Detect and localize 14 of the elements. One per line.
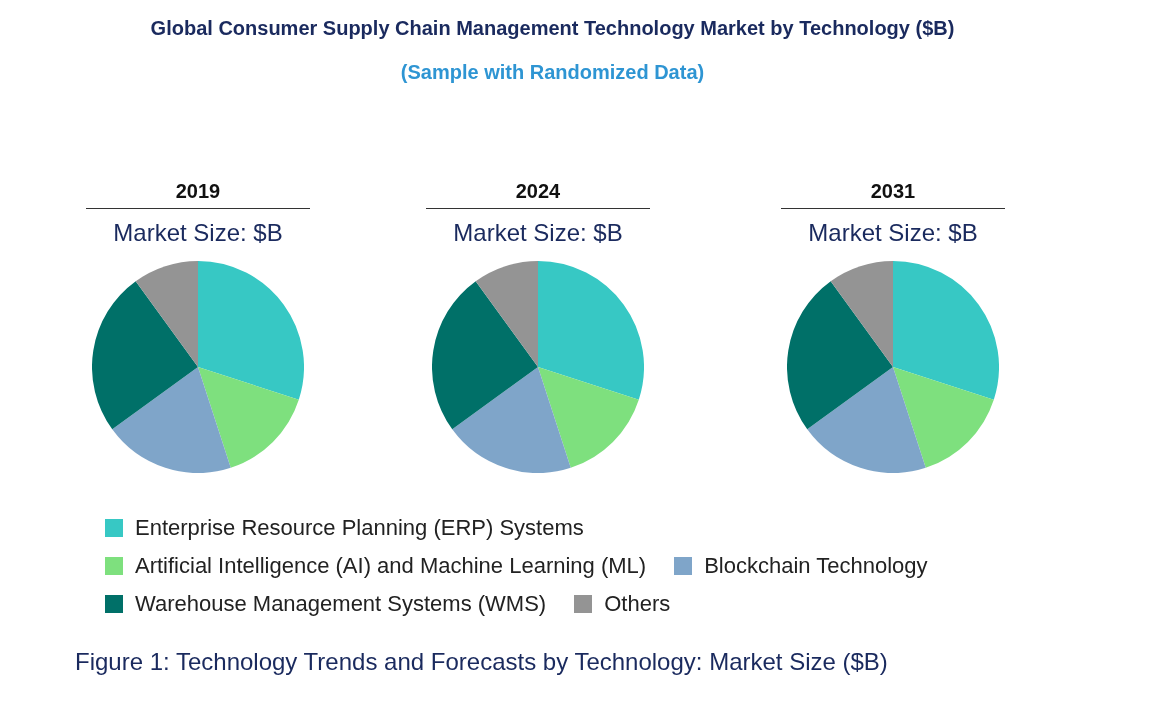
- chart-title: 2019: [86, 180, 310, 209]
- chart-subtitle: Market Size: $B: [452, 219, 624, 247]
- legend-label: Enterprise Resource Planning (ERP) Systems: [135, 515, 584, 541]
- chart-title: 2031: [781, 180, 1005, 209]
- chart-title: 2024: [426, 180, 650, 209]
- chart-subtitle: Market Size: $B: [807, 219, 979, 247]
- legend-label: Warehouse Management Systems (WMS): [135, 591, 547, 617]
- text: (Sample with Randomized Data): [399, 61, 706, 84]
- caption: Figure 1: Technology Trends and Forecasts by Technology: Market Size ($B): [75, 648, 888, 676]
- chart-subtitle: Market Size: $B: [112, 219, 284, 247]
- text: Global Consumer Supply Chain Management Technology Market by Technology ($B): [149, 17, 956, 40]
- legend-label: Blockchain Technology: [704, 553, 928, 579]
- legend-label: Artificial Intelligence (AI) and Machine Learning (ML): [135, 553, 647, 579]
- legend-label: Others: [604, 591, 671, 617]
